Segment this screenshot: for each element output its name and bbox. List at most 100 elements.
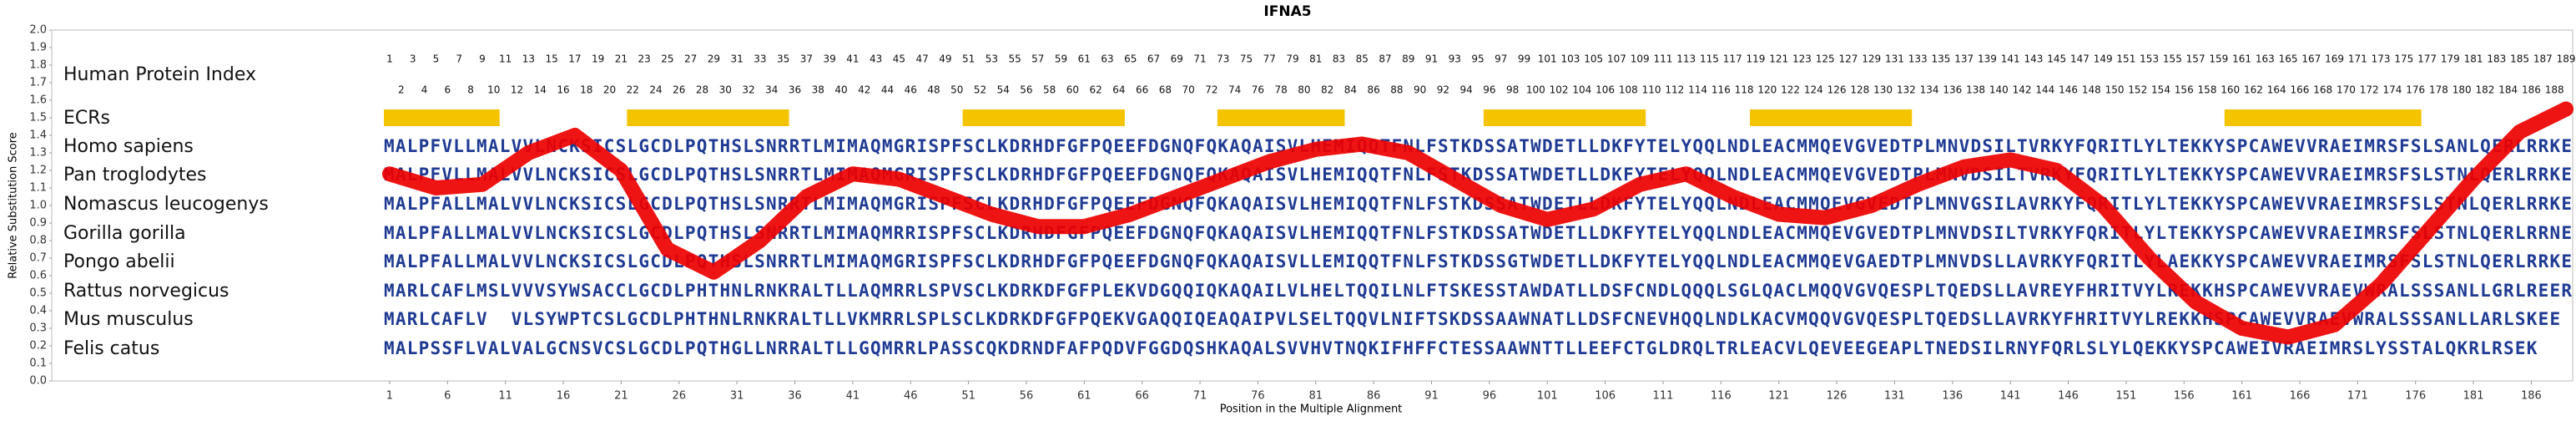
- protein-index: 77: [1263, 53, 1276, 65]
- protein-index: 129: [1862, 53, 1881, 65]
- protein-index: 185: [2510, 53, 2529, 65]
- protein-index: 59: [1055, 53, 1067, 65]
- protein-index: 178: [2429, 84, 2448, 96]
- ecr-bar: [962, 109, 1125, 126]
- x-tick-label: 116: [1711, 390, 1732, 403]
- protein-index: 174: [2383, 84, 2402, 96]
- species-label: Pongo abelii: [63, 251, 175, 272]
- protein-index: 170: [2337, 84, 2356, 96]
- protein-index: 111: [1654, 53, 1673, 65]
- y-tick-label: 1.6: [29, 94, 47, 107]
- protein-index: 25: [661, 53, 673, 65]
- protein-index: 140: [1989, 84, 2009, 96]
- species-label: Rattus norvegicus: [63, 281, 229, 302]
- y-tick-label: 0.0: [29, 375, 47, 388]
- x-tick-label: 156: [2174, 390, 2195, 403]
- protein-index: 123: [1792, 53, 1812, 65]
- protein-index: 96: [1483, 84, 1495, 96]
- protein-index: 19: [592, 53, 604, 65]
- protein-index: 153: [2140, 53, 2159, 65]
- protein-index: 55: [1008, 53, 1021, 65]
- protein-index: 119: [1746, 53, 1765, 65]
- sequence: MALPSSFLVALVALGCNSVCSLGCDLPQTHGLLNRRALTL…: [384, 338, 2538, 358]
- y-tick-label: 0.7: [29, 252, 47, 265]
- protein-index: 81: [1309, 53, 1322, 65]
- protein-index: 159: [2209, 53, 2228, 65]
- protein-index: 32: [742, 84, 754, 96]
- protein-index: 65: [1124, 53, 1137, 65]
- protein-index: 160: [2221, 84, 2240, 96]
- x-tick-label: 86: [1367, 390, 1381, 403]
- protein-index: 68: [1159, 84, 1172, 96]
- protein-index: 115: [1700, 53, 1719, 65]
- protein-index: 45: [893, 53, 905, 65]
- protein-index: 148: [2082, 84, 2101, 96]
- x-tick-label: 131: [1884, 390, 1905, 403]
- protein-index: 26: [673, 84, 685, 96]
- protein-index: 131: [1885, 53, 1904, 65]
- x-tick-label: 91: [1424, 390, 1439, 403]
- protein-index: 151: [2116, 53, 2135, 65]
- protein-index: 74: [1228, 84, 1241, 96]
- protein-index: 106: [1596, 84, 1615, 96]
- protein-index: 102: [1550, 84, 1569, 96]
- protein-index: 136: [1943, 84, 1962, 96]
- protein-index: 176: [2406, 84, 2425, 96]
- protein-index: 117: [1723, 53, 1742, 65]
- x-tick-label: 1: [386, 390, 393, 403]
- protein-index: 98: [1506, 84, 1519, 96]
- protein-index: 70: [1182, 84, 1195, 96]
- protein-index: 83: [1333, 53, 1345, 65]
- protein-index: 33: [754, 53, 766, 65]
- protein-index: 162: [2244, 84, 2263, 96]
- protein-index: 118: [1735, 84, 1754, 96]
- protein-index: 42: [858, 84, 870, 96]
- protein-index: 108: [1619, 84, 1638, 96]
- protein-index: 104: [1572, 84, 1591, 96]
- y-tick-label: 2.0: [29, 24, 47, 37]
- protein-index: 82: [1321, 84, 1333, 96]
- protein-index: 152: [2128, 84, 2147, 96]
- protein-index: 51: [962, 53, 975, 65]
- sequence: MALPFALLMALVVLNCKSICSLGCDLPQTHSLSNRRTLMI…: [384, 223, 2572, 243]
- protein-index: 173: [2372, 53, 2391, 65]
- protein-index: 60: [1066, 84, 1079, 96]
- protein-index: 172: [2360, 84, 2379, 96]
- protein-index: 40: [834, 84, 847, 96]
- x-tick-label: 121: [1768, 390, 1789, 403]
- sequence: MARLCAFLMSLVVVSYWSACCLGCDLPHTHNLRNKRALTL…: [384, 281, 2572, 301]
- protein-index: 7: [456, 53, 462, 65]
- protein-index: 180: [2452, 84, 2472, 96]
- protein-index: 24: [649, 84, 662, 96]
- protein-index: 142: [2013, 84, 2032, 96]
- protein-index: 87: [1379, 53, 1391, 65]
- protein-index: 134: [1920, 84, 1939, 96]
- protein-index: 189: [2557, 53, 2576, 65]
- protein-index: 130: [1873, 84, 1893, 96]
- protein-index: 66: [1136, 84, 1148, 96]
- protein-index: 75: [1240, 53, 1253, 65]
- x-tick-label: 151: [2115, 390, 2136, 403]
- x-tick-label: 81: [1309, 390, 1323, 403]
- x-tick-label: 61: [1077, 390, 1091, 403]
- protein-index: 143: [2024, 53, 2043, 65]
- protein-index: 28: [696, 84, 708, 96]
- protein-index: 177: [2417, 53, 2437, 65]
- protein-index: 49: [939, 53, 951, 65]
- protein-index: 6: [444, 84, 451, 96]
- protein-index: 175: [2394, 53, 2413, 65]
- protein-index: 85: [1356, 53, 1369, 65]
- protein-index: 155: [2163, 53, 2182, 65]
- protein-index: 169: [2325, 53, 2344, 65]
- protein-index: 90: [1414, 84, 1426, 96]
- y-tick-label: 1.1: [29, 182, 47, 195]
- protein-index: 37: [800, 53, 813, 65]
- protein-index: 122: [1781, 84, 1800, 96]
- protein-index: 165: [2279, 53, 2298, 65]
- protein-index: 105: [1584, 53, 1603, 65]
- sequence: MALPFVLLMALVVLNCKSICSLGCDLPQTHSLSNRRTLMI…: [384, 165, 2572, 185]
- y-tick-label: 0.5: [29, 287, 47, 300]
- x-tick-label: 101: [1537, 390, 1558, 403]
- protein-index: 95: [1471, 53, 1484, 65]
